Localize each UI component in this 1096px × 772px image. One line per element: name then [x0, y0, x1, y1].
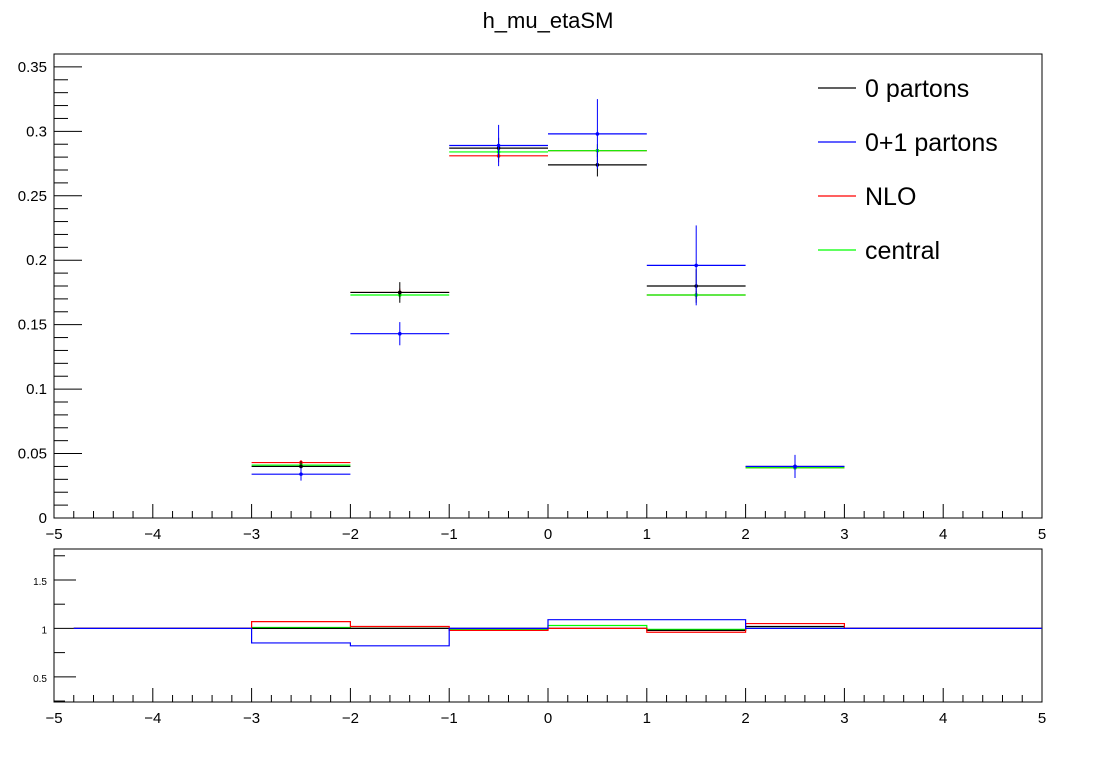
x-tick-label: 4: [939, 526, 947, 543]
series-central: [251, 144, 845, 471]
y-tick-label: 0.5: [33, 674, 47, 685]
series-0-partons: [251, 137, 845, 472]
plot-frame: [53, 53, 1043, 519]
y-tick-label: 1: [41, 625, 47, 636]
x-tick-label: −3: [243, 710, 260, 727]
y-tick-label: 0.05: [18, 446, 47, 463]
main-panel: −5 −4 −3 −2 −1 0 1 2 3 4 5 0 0.05 0.1 0.15 0.2 0.25 0.3 0.…: [18, 53, 1046, 543]
x-tick-label: 0: [544, 526, 552, 543]
legend-item: 0+1 partons: [818, 129, 998, 157]
x-tick-label: −2: [342, 710, 359, 727]
x-tick-label: −4: [144, 526, 161, 543]
y-tick-label: 1.5: [33, 577, 47, 588]
x-tick-label: 1: [643, 710, 651, 727]
data-point: [398, 290, 402, 295]
legend-item: 0 partons: [818, 75, 969, 103]
legend-label: central: [865, 237, 940, 265]
x-tick-label: 2: [741, 526, 749, 543]
data-point: [299, 472, 303, 476]
data-point: [496, 143, 501, 148]
series-nlo: [251, 144, 845, 471]
ratio-panel: −5 −4 −3 −2 −1 0 1 2 3 4 5 0.5 1 1.5: [33, 548, 1046, 727]
x-tick-label: 0: [544, 710, 552, 727]
data-point: [299, 464, 303, 469]
x-tick-label: 5: [1038, 526, 1046, 543]
ratio-line-nlo: [73, 621, 1042, 633]
y-tick-label: 0.3: [26, 123, 47, 140]
x-tick-label: −4: [144, 710, 161, 727]
x-tick-label: 3: [840, 710, 848, 727]
x-tick-label: −3: [243, 526, 260, 543]
x-tick-label: 4: [939, 710, 947, 727]
x-tick-label: −1: [441, 526, 458, 543]
chart-title: h_mu_etaSM: [483, 8, 614, 33]
y-tick-label: 0.25: [18, 188, 47, 205]
x-tick-label: −5: [45, 710, 62, 727]
x-tick-label: 1: [643, 526, 651, 543]
legend-label: NLO: [865, 183, 916, 211]
x-tick-label: 5: [1038, 710, 1046, 727]
y-tick-label: 0.35: [18, 59, 47, 76]
x-tick-label: 3: [840, 526, 848, 543]
legend-label: 0 partons: [865, 75, 969, 103]
x-tick-label: −1: [441, 710, 458, 727]
data-point: [398, 331, 402, 336]
legend-item: NLO: [818, 183, 916, 211]
x-tick-label: 2: [741, 710, 749, 727]
y-tick-label: 0.1: [26, 381, 47, 398]
y-tick-label: 0.15: [18, 317, 47, 334]
data-point: [793, 464, 797, 469]
series-0-1-partons: [251, 99, 845, 481]
legend-item: central: [818, 237, 940, 265]
legend-label: 0+1 partons: [865, 129, 998, 157]
ratio-line-0-1-partons: [73, 619, 1042, 647]
legend: 0 partons 0+1 partons NLO central: [818, 75, 998, 265]
y-tick-label: 0.2: [26, 252, 47, 269]
x-tick-label: −2: [342, 526, 359, 543]
x-tick-label: −5: [45, 526, 62, 543]
data-point: [595, 132, 600, 136]
data-point: [694, 263, 698, 268]
y-tick-label: 0: [39, 510, 47, 527]
